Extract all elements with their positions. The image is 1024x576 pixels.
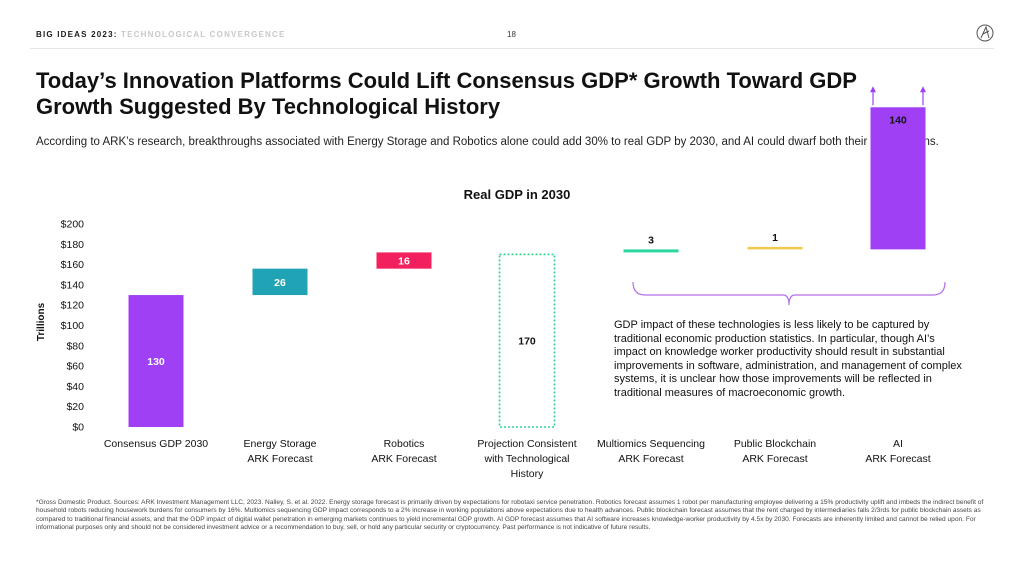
y-tick-label: $160	[61, 259, 85, 271]
y-axis-label: Trillions	[36, 302, 47, 341]
ark-logo-icon	[976, 24, 994, 42]
bar-3	[498, 253, 556, 428]
x-category-line: with Technological	[483, 453, 569, 465]
x-category-label: Energy Storage ARK Forecast	[244, 438, 317, 465]
y-tick-label: $60	[66, 361, 84, 373]
x-category-label: AI ARK Forecast	[865, 438, 930, 465]
bar-value-label: 26	[274, 277, 286, 289]
bar-value-label: 140	[889, 114, 907, 126]
chart-bars: 130 26 16 170 3 1 140	[128, 86, 926, 428]
x-category-line: Public Blockchain	[734, 438, 816, 450]
footnote: *Gross Domestic Product. Sources: ARK In…	[36, 499, 984, 532]
section-label: TECHNOLOGICAL CONVERGENCE	[121, 30, 286, 39]
header-divider	[30, 48, 994, 49]
x-category-line: ARK Forecast	[742, 453, 807, 465]
chart-title: Real GDP in 2030	[464, 187, 571, 202]
x-category-line: ARK Forecast	[247, 453, 312, 465]
x-category-line: Projection Consistent	[477, 438, 576, 450]
y-tick-label: $180	[61, 239, 85, 251]
y-tick-label: $20	[66, 401, 84, 413]
bar-5	[747, 246, 803, 250]
y-tick-label: $80	[66, 340, 84, 352]
bar-6	[870, 107, 926, 250]
x-category-line: Multiomics Sequencing	[597, 438, 705, 450]
x-category-line: ARK Forecast	[618, 453, 683, 465]
curly-brace	[632, 281, 946, 306]
x-category-label: Projection Consistent with Technological H…	[477, 438, 576, 480]
x-category-line: Energy Storage	[244, 438, 317, 450]
y-tick-label: $100	[61, 320, 85, 332]
x-category-line: AI	[893, 438, 903, 450]
technology-brace	[632, 281, 946, 306]
up-arrow-head	[870, 86, 876, 93]
bar-value-label: 16	[398, 256, 410, 268]
bar-0	[128, 295, 184, 427]
bar-4	[623, 249, 679, 253]
bar-value-label: 1	[772, 232, 778, 244]
y-tick-label: $40	[66, 381, 84, 393]
series-label: BIG IDEAS 2023:	[36, 30, 118, 39]
x-category-line: Robotics	[384, 438, 425, 450]
page-subtitle: According to ARK’s research, breakthroug…	[36, 136, 939, 148]
header-series: BIG IDEAS 2023: TECHNOLOGICAL CONVERGENC…	[36, 30, 286, 39]
x-category-label: Robotics ARK Forecast	[371, 438, 436, 465]
y-tick-label: $140	[61, 279, 85, 291]
up-arrow-head	[920, 86, 926, 93]
x-category-line: ARK Forecast	[371, 453, 436, 465]
page-number: 18	[507, 30, 516, 39]
bar-2	[376, 252, 432, 269]
bar-value-label: 3	[648, 234, 654, 246]
x-axis-labels: Consensus GDP 2030 Energy Storage ARK Fore…	[104, 438, 931, 480]
x-category-label: Consensus GDP 2030	[104, 438, 208, 450]
page-title: Today’s Innovation Platforms Could Lift …	[36, 68, 857, 119]
y-tick-label: $0	[72, 422, 84, 434]
bar-value-label: 170	[518, 336, 536, 348]
y-tick-label: $200	[61, 219, 85, 231]
x-category-label: Multiomics Sequencing ARK Forecast	[597, 438, 705, 465]
gdp-impact-note: GDP impact of these technologies is less…	[614, 319, 962, 399]
bar-value-label: 130	[147, 356, 165, 368]
x-category-line: Consensus GDP 2030	[104, 438, 208, 450]
x-category-label: Public Blockchain ARK Forecast	[734, 438, 816, 465]
x-category-line: ARK Forecast	[865, 453, 930, 465]
y-tick-label: $120	[61, 300, 85, 312]
bar-1	[252, 268, 308, 296]
y-axis-ticks: $0 $20 $40 $60 $80 $100 $120 $140 $160 $180 $200	[61, 219, 85, 434]
x-category-line: History	[511, 468, 544, 480]
